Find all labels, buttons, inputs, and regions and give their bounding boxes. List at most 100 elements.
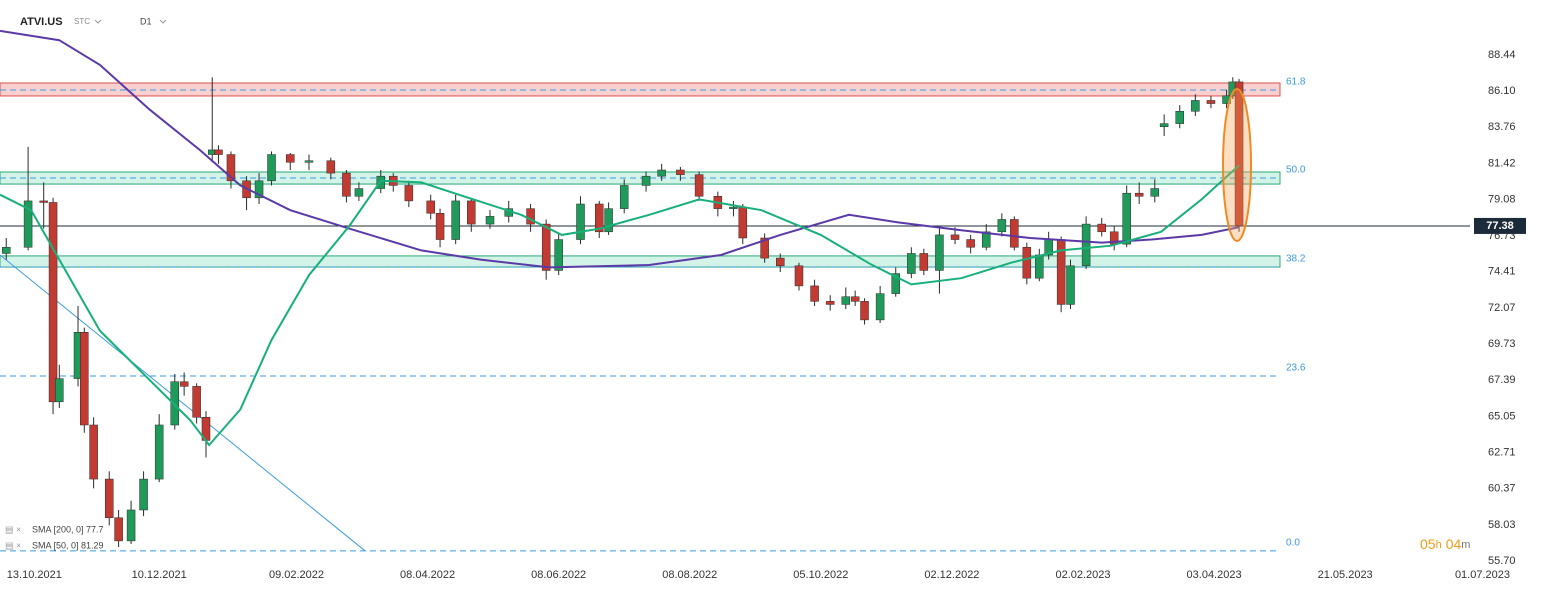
- candle-body: [426, 200, 435, 214]
- x-tick-label: 01.07.2023: [1455, 569, 1510, 581]
- market: STC: [74, 17, 90, 26]
- candle-body: [55, 378, 64, 403]
- countdown: 05h 04m: [1420, 536, 1470, 552]
- candle-body: [1, 247, 11, 254]
- candle-body: [729, 206, 738, 209]
- candle-body: [104, 478, 114, 518]
- candle-body: [776, 257, 785, 267]
- x-tick-label: 02.12.2022: [924, 569, 979, 581]
- y-tick-label: 69.73: [1488, 338, 1516, 350]
- candle-body: [694, 174, 704, 197]
- candle-body: [451, 200, 460, 240]
- candle-body: [657, 169, 666, 177]
- legend-entry: SMA [200, 0] 77.7: [32, 524, 104, 534]
- candle-body: [794, 265, 804, 287]
- trendline: [0, 254, 366, 552]
- candle-body: [23, 200, 33, 248]
- candle-body: [404, 185, 414, 202]
- candle-body: [342, 172, 351, 197]
- candle-body: [89, 424, 98, 480]
- candle-body: [841, 296, 851, 305]
- market-caret[interactable]: [94, 19, 102, 24]
- y-tick-label: 74.41: [1488, 266, 1516, 278]
- candle-body: [950, 234, 960, 240]
- x-tick-label: 09.02.2022: [269, 569, 324, 581]
- candle-body: [226, 154, 236, 182]
- candle-body: [139, 478, 148, 511]
- legend-entry: SMA [50, 0] 81.29: [32, 540, 104, 550]
- candle-body: [154, 424, 164, 480]
- candle-body: [850, 296, 860, 302]
- candle-body: [179, 381, 189, 387]
- fib-label: 0.0: [1286, 538, 1300, 549]
- interval[interactable]: D1: [140, 16, 152, 26]
- candle-body: [1122, 192, 1131, 245]
- y-tick-label: 83.76: [1488, 121, 1516, 133]
- countdown-minutes-unit: m: [1461, 539, 1470, 551]
- candle-body: [48, 202, 58, 403]
- fib-label: 50.0: [1286, 165, 1306, 176]
- y-tick-label: 79.08: [1488, 194, 1516, 206]
- candle-body: [619, 185, 629, 209]
- overlay: ▤ × SMA [200, 0] 77.7 ▤ × SMA [50, 0] 81.29 88…: [5, 49, 1526, 581]
- candle-body: [997, 219, 1007, 233]
- candle-body: [485, 216, 495, 225]
- x-tick-label: 10.12.2021: [132, 569, 187, 581]
- candle-body: [1175, 111, 1184, 124]
- symbol[interactable]: ATVI.US: [20, 16, 63, 28]
- candle-body: [860, 301, 869, 321]
- x-tick-label: 13.10.2021: [7, 569, 62, 581]
- x-tick-label: 21.05.2023: [1318, 569, 1373, 581]
- legend-icon: ▤: [5, 524, 14, 534]
- legend-close: ×: [16, 540, 21, 550]
- candle-body: [604, 208, 613, 233]
- candle-body: [354, 188, 364, 197]
- candle-body: [435, 213, 445, 240]
- candle-body: [935, 234, 944, 271]
- candle-body: [1234, 81, 1244, 226]
- countdown-minutes: 04: [1446, 536, 1462, 552]
- candle-body: [875, 293, 885, 321]
- candle-body: [676, 169, 685, 175]
- candle-body: [170, 381, 180, 426]
- candle-body: [1066, 265, 1075, 305]
- y-tick-label: 67.39: [1488, 374, 1516, 386]
- candle-body: [907, 253, 916, 274]
- candle-body: [1097, 223, 1106, 233]
- candle-body: [919, 253, 929, 271]
- x-tick-label: 08.04.2022: [400, 569, 455, 581]
- candle-body: [326, 160, 336, 174]
- candle-body: [1159, 123, 1169, 127]
- y-tick-label: 86.10: [1488, 85, 1516, 97]
- sma-line: [0, 29, 1240, 269]
- candle-body: [254, 180, 264, 199]
- candle-body: [738, 206, 748, 239]
- highlight-ellipse: [1222, 88, 1252, 242]
- candle-body: [39, 200, 48, 203]
- y-tick-label: 58.03: [1488, 519, 1516, 531]
- candle-body: [1206, 100, 1216, 104]
- countdown-hours-unit: h: [1436, 539, 1442, 551]
- candle-body: [1022, 247, 1032, 279]
- y-tick-label: 62.71: [1488, 447, 1516, 459]
- candle-body: [286, 154, 295, 163]
- candle-body: [1081, 223, 1091, 267]
- countdown-hours: 05: [1420, 536, 1436, 552]
- candle-body: [1035, 254, 1044, 279]
- interval-caret[interactable]: [159, 19, 167, 24]
- candle-body: [576, 203, 585, 240]
- sma-line: [0, 164, 1240, 447]
- candle-body: [467, 200, 476, 225]
- candle-body: [1191, 100, 1200, 112]
- candle-body: [825, 301, 835, 305]
- candle-body: [267, 154, 276, 182]
- candle-body: [214, 149, 223, 155]
- candle-body: [891, 273, 900, 294]
- candle-body: [554, 239, 563, 271]
- fib-label: 23.6: [1286, 363, 1306, 374]
- fib-label: 61.8: [1286, 77, 1306, 88]
- plot-area: 61.8 50.0 38.2 23.6 0.0: [0, 29, 1470, 552]
- candle-body: [760, 237, 769, 259]
